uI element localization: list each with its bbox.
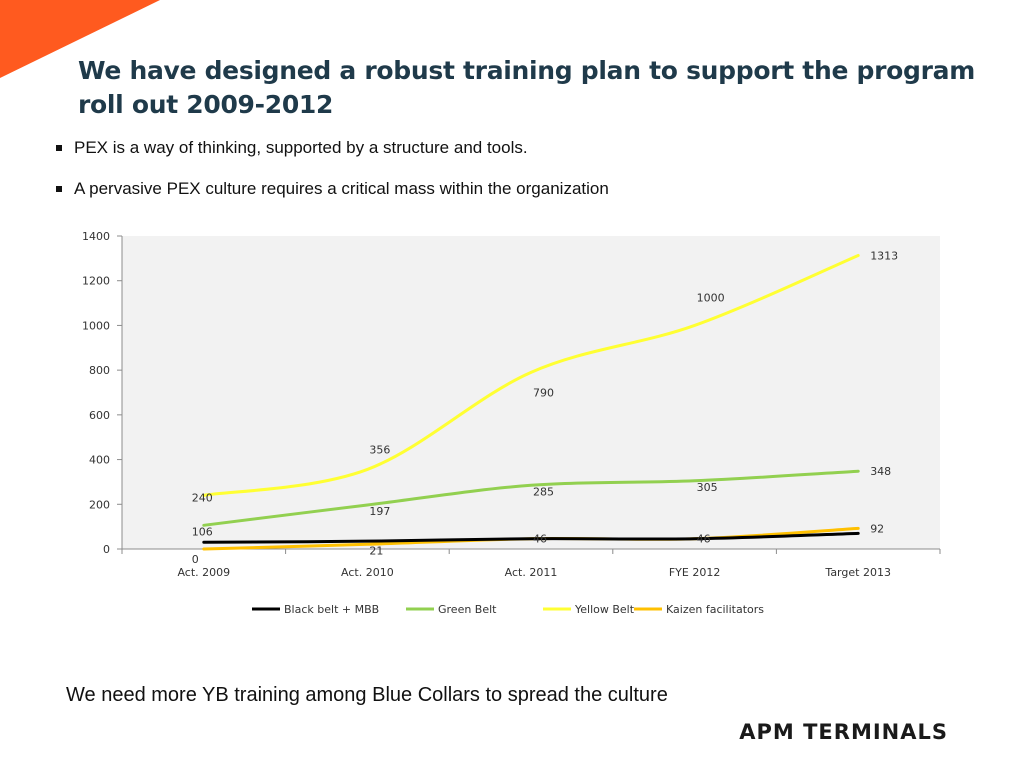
- footer-note: We need more YB training among Blue Coll…: [66, 684, 668, 706]
- data-label: 46: [697, 533, 711, 546]
- x-tick-label: Target 2013: [824, 566, 891, 579]
- bullet-text: A pervasive PEX culture requires a criti…: [74, 179, 609, 198]
- data-label: 305: [697, 481, 718, 494]
- training-line-chart: 0 200 400 600 800 1000 1200 1400 Act. 2009 Act. 2…: [82, 230, 941, 616]
- y-tick-label: 600: [89, 409, 110, 422]
- data-label: 1000: [697, 291, 725, 304]
- data-label: 348: [870, 465, 891, 478]
- data-label: 1313: [870, 249, 898, 262]
- legend-label: Kaizen facilitators: [666, 603, 764, 616]
- data-label: 356: [369, 443, 390, 456]
- data-label: 21: [369, 544, 383, 557]
- series-line-1: [202, 469, 860, 527]
- y-tick-label: 200: [89, 498, 110, 511]
- plot-area: [122, 236, 940, 549]
- data-label: 240: [192, 491, 213, 504]
- x-tick-label: Act. 2011: [505, 566, 558, 579]
- bullet-list: PEX is a way of thinking, supported by a…: [56, 136, 609, 218]
- series-line-2: [202, 253, 860, 497]
- y-tick-label: 1400: [82, 230, 110, 243]
- orange-corner-accent: [0, 0, 160, 78]
- legend-label: Yellow Belt: [574, 603, 635, 616]
- legend-label: Black belt + MBB: [284, 603, 379, 616]
- square-bullet-icon: [56, 145, 62, 151]
- slide-title: We have designed a robust training plan …: [78, 56, 975, 119]
- bullet-text: PEX is a way of thinking, supported by a…: [74, 138, 528, 157]
- y-tick-label: 1200: [82, 275, 110, 288]
- data-label: 92: [870, 522, 884, 535]
- y-tick-label: 800: [89, 364, 110, 377]
- x-tick-label: FYE 2012: [669, 566, 721, 579]
- y-tick-label: 1000: [82, 319, 110, 332]
- company-logo: APM TERMINALS: [739, 720, 948, 744]
- legend-label: Green Belt: [438, 603, 497, 616]
- bullet-item: PEX is a way of thinking, supported by a…: [56, 136, 609, 160]
- x-tick-label: Act. 2009: [177, 566, 230, 579]
- data-label: 197: [369, 505, 390, 518]
- data-label: 46: [533, 533, 547, 546]
- data-label: 790: [533, 386, 554, 399]
- bullet-item: A pervasive PEX culture requires a criti…: [56, 177, 609, 201]
- square-bullet-icon: [56, 186, 62, 192]
- x-tick-label: Act. 2010: [341, 566, 394, 579]
- data-label: 285: [533, 485, 554, 498]
- y-tick-label: 0: [103, 543, 110, 556]
- data-label: 0: [192, 553, 199, 566]
- series-line-0: [202, 531, 860, 544]
- data-label: 106: [192, 525, 213, 538]
- y-tick-label: 400: [89, 454, 110, 467]
